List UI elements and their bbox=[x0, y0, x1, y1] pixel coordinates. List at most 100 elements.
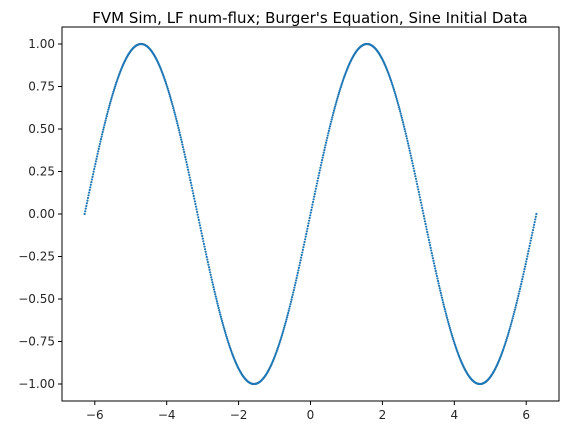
data-point bbox=[430, 249, 433, 252]
data-point bbox=[83, 212, 86, 216]
data-point bbox=[395, 97, 398, 101]
data-point bbox=[277, 344, 280, 348]
data-point bbox=[168, 94, 172, 98]
data-point bbox=[197, 218, 200, 222]
data-point bbox=[427, 236, 430, 239]
data-point bbox=[534, 218, 537, 221]
data-point bbox=[311, 203, 314, 206]
data-point bbox=[285, 318, 288, 321]
x-tick-label: 4 bbox=[450, 408, 458, 422]
data-point bbox=[390, 81, 393, 84]
data-point bbox=[532, 226, 535, 229]
data-point bbox=[114, 85, 117, 88]
data-point bbox=[163, 78, 166, 82]
data-point bbox=[177, 126, 180, 130]
data-point bbox=[334, 103, 337, 106]
data-point bbox=[530, 236, 533, 240]
data-point bbox=[305, 230, 308, 233]
data-point bbox=[224, 331, 227, 335]
data-point bbox=[331, 113, 334, 117]
data-point bbox=[415, 180, 418, 183]
data-point bbox=[404, 130, 407, 133]
data-point bbox=[86, 199, 89, 202]
data-point bbox=[322, 153, 325, 157]
data-point bbox=[286, 314, 289, 317]
data-point bbox=[284, 322, 287, 325]
data-point bbox=[226, 339, 229, 342]
data-point bbox=[315, 184, 318, 188]
data-point bbox=[214, 295, 217, 298]
data-point bbox=[198, 221, 201, 224]
data-point bbox=[527, 247, 531, 250]
data-point bbox=[517, 292, 520, 295]
data-point bbox=[201, 234, 204, 238]
data-point bbox=[513, 308, 517, 311]
data-point bbox=[318, 171, 321, 175]
y-tick-label: 0.25 bbox=[28, 165, 55, 179]
data-point bbox=[426, 230, 429, 234]
data-point bbox=[173, 113, 177, 116]
data-point bbox=[410, 159, 414, 162]
data-point bbox=[402, 125, 406, 128]
data-point bbox=[313, 192, 316, 196]
data-point bbox=[203, 245, 206, 248]
data-point bbox=[164, 82, 168, 85]
data-point bbox=[307, 222, 310, 225]
data-point bbox=[453, 343, 457, 346]
data-point bbox=[316, 179, 319, 182]
data-point bbox=[180, 141, 183, 144]
data-point bbox=[509, 323, 513, 326]
data-point bbox=[292, 288, 295, 292]
data-point bbox=[296, 271, 299, 275]
data-point bbox=[439, 291, 442, 295]
data-point bbox=[304, 238, 307, 241]
data-point bbox=[425, 225, 428, 228]
data-point bbox=[194, 202, 197, 206]
y-tick-label: 1.00 bbox=[28, 37, 55, 51]
data-point bbox=[227, 342, 230, 345]
data-point bbox=[115, 80, 118, 83]
data-point bbox=[444, 312, 448, 315]
data-point bbox=[192, 194, 195, 198]
data-point bbox=[308, 216, 311, 220]
data-point bbox=[180, 138, 183, 141]
data-point bbox=[522, 270, 526, 273]
data-point bbox=[281, 332, 284, 335]
data-point bbox=[451, 334, 454, 337]
data-point bbox=[335, 101, 338, 104]
data-point bbox=[445, 314, 448, 317]
data-point bbox=[339, 86, 342, 89]
data-point bbox=[528, 244, 531, 248]
y-tick-label: −0.75 bbox=[18, 335, 55, 349]
data-point bbox=[186, 166, 189, 169]
data-point bbox=[534, 215, 537, 218]
data-point bbox=[416, 185, 419, 188]
data-point bbox=[409, 152, 412, 155]
data-point bbox=[521, 278, 524, 281]
data-point bbox=[454, 345, 457, 348]
data-point bbox=[441, 298, 444, 302]
data-point bbox=[94, 160, 98, 163]
data-point bbox=[518, 290, 521, 293]
data-point bbox=[336, 97, 339, 100]
data-point bbox=[393, 90, 396, 93]
data-point bbox=[406, 142, 410, 145]
data-point bbox=[417, 188, 420, 191]
data-point bbox=[186, 168, 190, 171]
x-tick-label: 2 bbox=[379, 408, 387, 422]
data-point bbox=[179, 136, 182, 139]
data-point bbox=[104, 119, 107, 122]
data-point bbox=[101, 133, 104, 136]
data-point bbox=[526, 255, 529, 258]
data-point bbox=[205, 253, 208, 256]
data-point bbox=[529, 239, 532, 242]
data-point bbox=[278, 341, 281, 344]
data-point bbox=[510, 321, 513, 324]
data-point bbox=[171, 104, 174, 108]
data-point bbox=[89, 186, 92, 189]
data-point bbox=[314, 190, 317, 193]
data-point bbox=[178, 131, 181, 134]
data-point bbox=[284, 320, 287, 323]
data-point bbox=[397, 105, 401, 109]
data-point bbox=[172, 107, 175, 110]
